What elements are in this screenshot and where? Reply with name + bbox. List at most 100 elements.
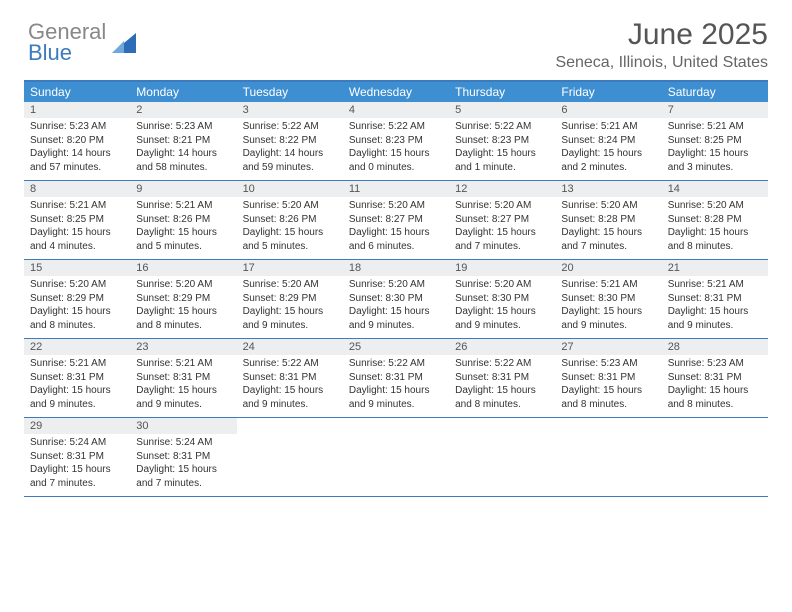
day-number: 12	[449, 181, 555, 197]
daylight-text: Daylight: 15 hours and 9 minutes.	[243, 305, 337, 332]
sunrise-text: Sunrise: 5:20 AM	[349, 278, 443, 292]
day-cell: 12Sunrise: 5:20 AMSunset: 8:27 PMDayligh…	[449, 181, 555, 259]
sunset-text: Sunset: 8:25 PM	[668, 134, 762, 148]
day-number: 19	[449, 260, 555, 276]
calendar: SundayMondayTuesdayWednesdayThursdayFrid…	[24, 80, 768, 497]
day-body: Sunrise: 5:20 AMSunset: 8:28 PMDaylight:…	[555, 197, 661, 257]
sunrise-text: Sunrise: 5:21 AM	[668, 120, 762, 134]
day-number: 27	[555, 339, 661, 355]
day-cell: 10Sunrise: 5:20 AMSunset: 8:26 PMDayligh…	[237, 181, 343, 259]
daylight-text: Daylight: 15 hours and 9 minutes.	[668, 305, 762, 332]
sunset-text: Sunset: 8:23 PM	[349, 134, 443, 148]
day-body: Sunrise: 5:20 AMSunset: 8:27 PMDaylight:…	[343, 197, 449, 257]
day-number: 2	[130, 102, 236, 118]
day-number: 16	[130, 260, 236, 276]
day-number: 18	[343, 260, 449, 276]
day-body: Sunrise: 5:20 AMSunset: 8:26 PMDaylight:…	[237, 197, 343, 257]
day-number: 24	[237, 339, 343, 355]
weekday-header: Thursday	[449, 82, 555, 102]
sunrise-text: Sunrise: 5:22 AM	[243, 357, 337, 371]
sunset-text: Sunset: 8:22 PM	[243, 134, 337, 148]
day-body: Sunrise: 5:23 AMSunset: 8:20 PMDaylight:…	[24, 118, 130, 178]
sunset-text: Sunset: 8:31 PM	[561, 371, 655, 385]
day-number: 11	[343, 181, 449, 197]
day-number: 7	[662, 102, 768, 118]
day-cell: 20Sunrise: 5:21 AMSunset: 8:30 PMDayligh…	[555, 260, 661, 338]
day-number: 25	[343, 339, 449, 355]
daylight-text: Daylight: 15 hours and 9 minutes.	[561, 305, 655, 332]
day-cell: 23Sunrise: 5:21 AMSunset: 8:31 PMDayligh…	[130, 339, 236, 417]
day-body: Sunrise: 5:20 AMSunset: 8:27 PMDaylight:…	[449, 197, 555, 257]
sunrise-text: Sunrise: 5:22 AM	[243, 120, 337, 134]
sunset-text: Sunset: 8:28 PM	[668, 213, 762, 227]
week-row: 22Sunrise: 5:21 AMSunset: 8:31 PMDayligh…	[24, 339, 768, 418]
daylight-text: Daylight: 15 hours and 7 minutes.	[455, 226, 549, 253]
daylight-text: Daylight: 15 hours and 9 minutes.	[349, 305, 443, 332]
sunrise-text: Sunrise: 5:23 AM	[561, 357, 655, 371]
sunrise-text: Sunrise: 5:20 AM	[136, 278, 230, 292]
sunset-text: Sunset: 8:30 PM	[455, 292, 549, 306]
sunset-text: Sunset: 8:31 PM	[136, 371, 230, 385]
sunset-text: Sunset: 8:29 PM	[136, 292, 230, 306]
day-cell: 24Sunrise: 5:22 AMSunset: 8:31 PMDayligh…	[237, 339, 343, 417]
sunset-text: Sunset: 8:30 PM	[349, 292, 443, 306]
day-body: Sunrise: 5:20 AMSunset: 8:28 PMDaylight:…	[662, 197, 768, 257]
daylight-text: Daylight: 15 hours and 3 minutes.	[668, 147, 762, 174]
daylight-text: Daylight: 15 hours and 1 minute.	[455, 147, 549, 174]
day-cell: 17Sunrise: 5:20 AMSunset: 8:29 PMDayligh…	[237, 260, 343, 338]
day-body: Sunrise: 5:21 AMSunset: 8:24 PMDaylight:…	[555, 118, 661, 178]
daylight-text: Daylight: 15 hours and 7 minutes.	[30, 463, 124, 490]
weekday-header: Monday	[130, 82, 236, 102]
day-number: 15	[24, 260, 130, 276]
sunset-text: Sunset: 8:31 PM	[136, 450, 230, 464]
sunrise-text: Sunrise: 5:24 AM	[30, 436, 124, 450]
day-cell	[555, 418, 661, 496]
day-cell	[449, 418, 555, 496]
sunset-text: Sunset: 8:31 PM	[668, 371, 762, 385]
daylight-text: Daylight: 15 hours and 8 minutes.	[136, 305, 230, 332]
day-body: Sunrise: 5:20 AMSunset: 8:30 PMDaylight:…	[449, 276, 555, 336]
day-body: Sunrise: 5:22 AMSunset: 8:23 PMDaylight:…	[449, 118, 555, 178]
day-body: Sunrise: 5:20 AMSunset: 8:29 PMDaylight:…	[130, 276, 236, 336]
sunset-text: Sunset: 8:31 PM	[349, 371, 443, 385]
sunrise-text: Sunrise: 5:21 AM	[136, 357, 230, 371]
logo-text: General Blue	[28, 22, 106, 64]
day-body: Sunrise: 5:21 AMSunset: 8:31 PMDaylight:…	[662, 276, 768, 336]
sunset-text: Sunset: 8:31 PM	[243, 371, 337, 385]
sunset-text: Sunset: 8:31 PM	[668, 292, 762, 306]
sunrise-text: Sunrise: 5:22 AM	[349, 120, 443, 134]
day-cell: 28Sunrise: 5:23 AMSunset: 8:31 PMDayligh…	[662, 339, 768, 417]
day-cell: 16Sunrise: 5:20 AMSunset: 8:29 PMDayligh…	[130, 260, 236, 338]
sunset-text: Sunset: 8:25 PM	[30, 213, 124, 227]
week-row: 29Sunrise: 5:24 AMSunset: 8:31 PMDayligh…	[24, 418, 768, 497]
sunrise-text: Sunrise: 5:21 AM	[30, 357, 124, 371]
sunrise-text: Sunrise: 5:22 AM	[455, 357, 549, 371]
day-number: 4	[343, 102, 449, 118]
sunrise-text: Sunrise: 5:24 AM	[136, 436, 230, 450]
day-cell: 22Sunrise: 5:21 AMSunset: 8:31 PMDayligh…	[24, 339, 130, 417]
sunset-text: Sunset: 8:26 PM	[136, 213, 230, 227]
week-row: 8Sunrise: 5:21 AMSunset: 8:25 PMDaylight…	[24, 181, 768, 260]
day-number: 30	[130, 418, 236, 434]
day-body: Sunrise: 5:21 AMSunset: 8:31 PMDaylight:…	[24, 355, 130, 415]
sunset-text: Sunset: 8:27 PM	[349, 213, 443, 227]
day-cell: 3Sunrise: 5:22 AMSunset: 8:22 PMDaylight…	[237, 102, 343, 180]
day-body: Sunrise: 5:22 AMSunset: 8:31 PMDaylight:…	[343, 355, 449, 415]
day-cell	[237, 418, 343, 496]
logo: General Blue	[28, 22, 140, 64]
sunrise-text: Sunrise: 5:20 AM	[349, 199, 443, 213]
day-cell: 9Sunrise: 5:21 AMSunset: 8:26 PMDaylight…	[130, 181, 236, 259]
day-number: 23	[130, 339, 236, 355]
daylight-text: Daylight: 14 hours and 59 minutes.	[243, 147, 337, 174]
sunrise-text: Sunrise: 5:20 AM	[668, 199, 762, 213]
weekday-header: Saturday	[662, 82, 768, 102]
weekday-header: Wednesday	[343, 82, 449, 102]
day-body: Sunrise: 5:22 AMSunset: 8:23 PMDaylight:…	[343, 118, 449, 178]
daylight-text: Daylight: 15 hours and 4 minutes.	[30, 226, 124, 253]
day-cell: 11Sunrise: 5:20 AMSunset: 8:27 PMDayligh…	[343, 181, 449, 259]
day-number: 1	[24, 102, 130, 118]
daylight-text: Daylight: 15 hours and 8 minutes.	[30, 305, 124, 332]
day-cell: 27Sunrise: 5:23 AMSunset: 8:31 PMDayligh…	[555, 339, 661, 417]
sunset-text: Sunset: 8:27 PM	[455, 213, 549, 227]
day-number: 13	[555, 181, 661, 197]
